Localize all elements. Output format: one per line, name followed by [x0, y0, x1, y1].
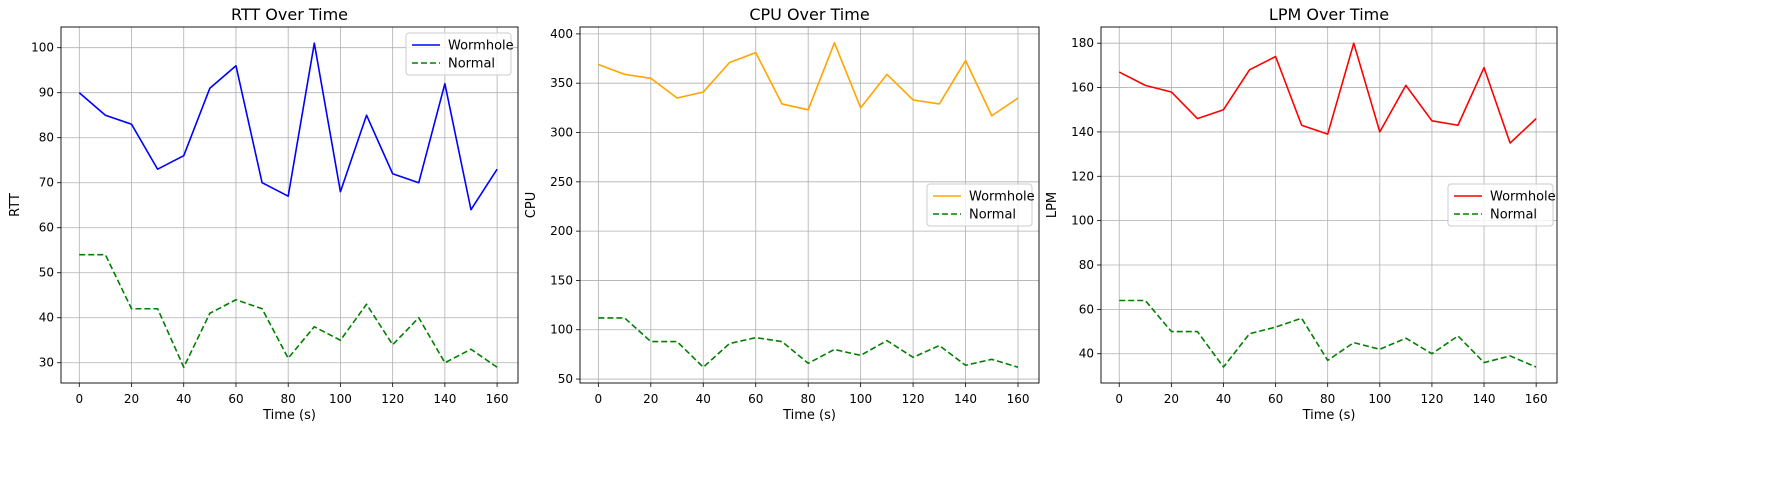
- y-tick-label: 30: [39, 356, 54, 370]
- x-axis-label: Time (s): [782, 408, 836, 423]
- x-tick-label: 0: [75, 392, 83, 406]
- x-tick-label: 100: [849, 392, 872, 406]
- y-axis-label: LPM: [1045, 192, 1060, 218]
- chart-panel-1: 0 20 40 60 80 100 120 140 160 50 100 150 200 250 300 35…: [524, 5, 1040, 423]
- y-tick-label: 300: [550, 126, 573, 140]
- chart-title: LPM Over Time: [1269, 5, 1389, 24]
- y-tick-label: 50: [39, 266, 54, 280]
- x-tick-label: 160: [486, 392, 509, 406]
- y-tick-label: 140: [1071, 125, 1094, 139]
- y-tick-label: 160: [1071, 81, 1094, 95]
- x-tick-label: 140: [954, 392, 977, 406]
- y-tick-label: 40: [1079, 347, 1094, 361]
- x-axis-label: Time (s): [262, 408, 316, 423]
- series-line-wormhole: [1118, 42, 1537, 144]
- legend-label: Wormhole: [969, 190, 1035, 205]
- y-tick-label: 100: [31, 41, 54, 55]
- legend-label: Normal: [969, 208, 1016, 223]
- y-tick-label: 120: [1071, 169, 1094, 183]
- x-tick-label: 160: [1525, 392, 1548, 406]
- legend-label: Wormhole: [448, 39, 514, 54]
- y-tick-label: 350: [550, 76, 573, 90]
- x-tick-label: 60: [748, 392, 763, 406]
- y-tick-label: 80: [39, 131, 54, 145]
- y-tick-label: 100: [550, 323, 573, 337]
- series-line-wormhole: [598, 41, 1019, 117]
- chart-title: CPU Over Time: [749, 5, 869, 24]
- x-tick-label: 20: [124, 392, 139, 406]
- legend-label: Normal: [1490, 208, 1537, 223]
- x-tick-label: 160: [1007, 392, 1030, 406]
- series-line-wormhole: [78, 42, 498, 211]
- x-tick-label: 40: [696, 392, 711, 406]
- x-tick-label: 60: [228, 392, 243, 406]
- x-tick-label: 120: [1420, 392, 1443, 406]
- y-axis-label: RTT: [8, 193, 23, 217]
- x-tick-label: 140: [433, 392, 456, 406]
- y-tick-label: 400: [550, 27, 573, 41]
- x-tick-label: 80: [1320, 392, 1335, 406]
- series-line-normal: [1119, 299, 1537, 368]
- x-tick-label: 60: [1268, 392, 1283, 406]
- x-tick-label: 140: [1473, 392, 1496, 406]
- y-axis-label: CPU: [524, 192, 539, 218]
- y-tick-label: 50: [558, 372, 573, 386]
- x-tick-label: 80: [801, 392, 816, 406]
- x-tick-label: 100: [1368, 392, 1391, 406]
- series-line-normal: [598, 317, 1019, 369]
- x-tick-label: 120: [381, 392, 404, 406]
- legend: Wormhole Normal: [1447, 183, 1556, 227]
- x-tick-label: 80: [281, 392, 296, 406]
- x-tick-label: 0: [1115, 392, 1123, 406]
- x-tick-label: 0: [595, 392, 603, 406]
- x-tick-label: 20: [643, 392, 658, 406]
- legend-box: [405, 32, 512, 76]
- y-tick-label: 70: [39, 176, 54, 190]
- chart-panel-0: 0 20 40 60 80 100 120 140 160 30 40 50 60 70 80 90 100 RT…: [8, 5, 519, 423]
- x-tick-label: 120: [902, 392, 925, 406]
- plot-frame: [60, 26, 519, 384]
- x-tick-label: 40: [1216, 392, 1231, 406]
- legend-box: [926, 183, 1033, 227]
- legend-label: Normal: [448, 57, 495, 72]
- y-tick-label: 60: [1079, 302, 1094, 316]
- y-tick-label: 100: [1071, 214, 1094, 228]
- x-tick-label: 40: [176, 392, 191, 406]
- y-tick-label: 250: [550, 175, 573, 189]
- y-tick-label: 150: [550, 273, 573, 287]
- series-line-normal: [79, 253, 498, 369]
- y-tick-label: 200: [550, 224, 573, 238]
- chart-title: RTT Over Time: [231, 5, 348, 24]
- plot-frame: [579, 26, 1040, 384]
- x-tick-label: 20: [1164, 392, 1179, 406]
- legend-label: Wormhole: [1490, 190, 1556, 205]
- plot-frame: [1100, 26, 1558, 384]
- legend-box: [1447, 183, 1554, 227]
- y-tick-label: 80: [1079, 258, 1094, 272]
- legend: Wormhole Normal: [405, 32, 514, 76]
- y-tick-label: 40: [39, 311, 54, 325]
- chart-panel-2: 0 20 40 60 80 100 120 140 160 40 60 80 100 120 140 160 1…: [1045, 5, 1558, 423]
- y-tick-label: 60: [39, 221, 54, 235]
- x-tick-label: 100: [329, 392, 352, 406]
- legend: Wormhole Normal: [926, 183, 1035, 227]
- x-axis-label: Time (s): [1302, 408, 1356, 423]
- y-tick-label: 180: [1071, 36, 1094, 50]
- y-tick-label: 90: [39, 86, 54, 100]
